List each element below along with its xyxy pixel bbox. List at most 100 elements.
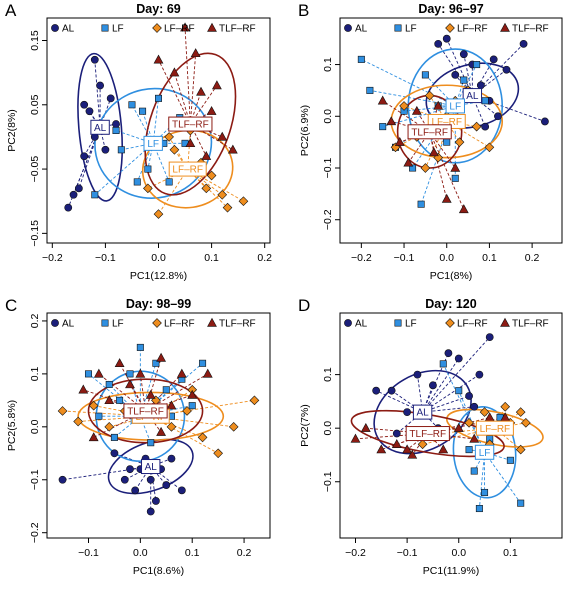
group-label-box [462,88,483,104]
spider-line [406,433,429,450]
point-tlf-rf [185,138,196,148]
point-lf-rf [399,101,409,111]
point-lf [465,446,473,454]
point-lf [417,200,425,208]
legend-marker-al [344,24,352,32]
point-al [90,55,99,64]
group-label-box [412,404,433,420]
point-lf [84,370,92,378]
point-lf [379,123,387,131]
y-tick-label: 0.0 [29,419,41,434]
point-tlf-rf [429,147,439,157]
spider-line [422,358,460,413]
spider-line [94,143,154,196]
spider-line [145,394,193,412]
legend-marker-tlf-rf [207,22,217,32]
point-tlf-rf [180,22,190,32]
point-lf [95,412,103,420]
spider-line [158,59,191,125]
point-al [502,65,511,74]
legend-marker-lf-rf [152,23,162,33]
group-label-box [123,403,168,419]
point-lf-rf [500,401,511,412]
ellipse-lf [95,370,186,463]
legend-label: LF–RF [164,24,195,35]
point-lf-rf [164,132,174,142]
x-tick-label: 0.2 [257,252,272,264]
spider-line [429,131,448,200]
point-lf-rf [217,189,228,200]
group-label-box [141,459,161,475]
point-tlf-rf [211,80,222,90]
y-tick-label: 0.15 [29,30,41,51]
group-label: TLF–RF [411,127,448,138]
point-tlf-rf [450,162,461,172]
x-tick-label: −0.2 [42,252,63,264]
point-lf-rf [143,183,153,194]
point-lf-rf [57,406,68,416]
group-label: TLF–RF [172,120,209,131]
point-al [451,70,460,79]
point-al [64,203,73,212]
group-label-box [168,161,207,177]
spider-line [424,121,448,169]
point-tlf-rf [153,54,164,64]
legend-marker-al [51,319,59,327]
spider-line [458,390,485,453]
point-lf [451,174,459,182]
point-tlf-rf [135,368,146,378]
legend-label: TLF–RF [512,24,549,35]
point-tlf-rf [217,131,228,141]
point-al [476,81,485,90]
point-lf [421,71,429,79]
point-al [465,392,473,400]
spider-line [484,452,522,504]
group-label: LF–RF [172,165,203,176]
point-lf [112,127,120,135]
y-axis-label: PC2(7%) [299,404,311,447]
point-tlf-rf [201,150,212,160]
point-tlf-rf [411,105,422,115]
ellipse-al [77,52,124,202]
point-tlf-rf [166,400,177,410]
spider-line [446,121,460,143]
spider-line [189,53,197,125]
point-lf-rf [238,196,249,207]
panel-d: D Day: 120 AL LF LF–RF TLF–RF AL LF LF–RF TLF–RF −… [298,296,563,577]
panel-letter: D [298,296,310,315]
point-lf-rf [153,209,164,219]
y-tick-label: 0.1 [322,367,334,382]
point-lf [165,178,173,186]
point-lf-rf [213,448,223,459]
point-tlf-rf [403,157,414,167]
point-lf-rf [206,170,217,181]
point-tlf-rf [156,352,167,362]
point-tlf-rf [376,444,387,454]
group-label: LF [449,102,461,113]
ellipse-al [373,369,472,455]
point-tlf-rf [78,384,89,394]
spider-line [369,89,456,107]
point-lf [136,343,144,351]
y-tick-label: 0.0 [322,109,334,124]
spider-line [140,362,203,417]
x-tick-label: 0.0 [133,547,148,559]
point-al [112,120,120,128]
spider-line [442,363,485,453]
point-lf-rf [166,421,177,432]
ellipse-al [107,438,194,495]
spider-line [382,100,430,133]
point-lf-rf [471,121,482,132]
x-tick-label: 0.1 [503,547,518,559]
spider-line [429,105,439,132]
group-label-box [407,124,452,140]
point-tlf-rf [227,144,238,154]
x-tick-label: 0.2 [525,252,540,264]
y-tick-label: 0.1 [322,57,334,72]
x-tick-label: −0.1 [78,547,99,559]
point-lf [162,386,170,394]
point-al [519,39,528,48]
